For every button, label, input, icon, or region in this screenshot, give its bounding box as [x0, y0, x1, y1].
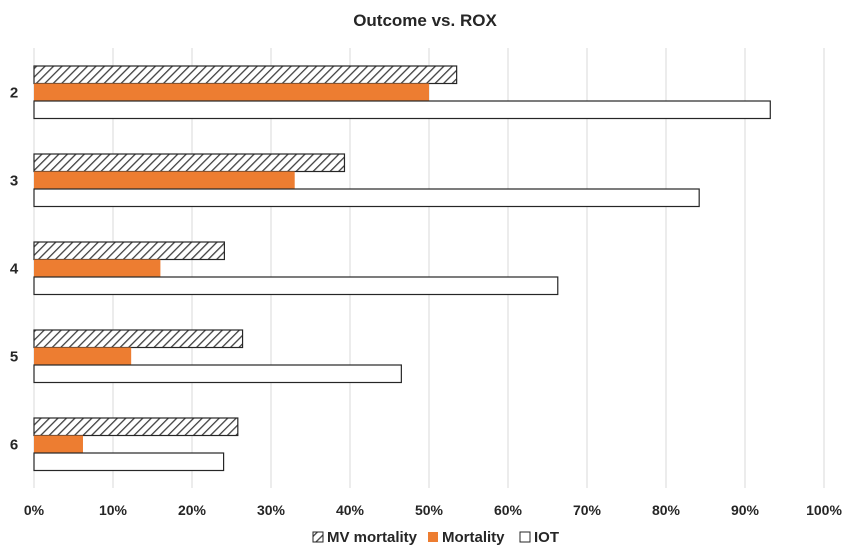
bar-iot: [33, 452, 225, 472]
y-axis-categories: 2 3 4 5 6: [10, 84, 19, 453]
y-category-label: 2: [10, 84, 18, 101]
y-category-label: 3: [10, 172, 18, 189]
bars: [33, 65, 771, 472]
legend-swatch-iot: [519, 531, 531, 543]
bar-mv-mortality: [33, 329, 244, 349]
bar-mortality: [34, 435, 83, 453]
bar-iot: [33, 364, 402, 384]
x-tick-label: 100%: [806, 502, 842, 518]
y-category-label: 5: [10, 348, 18, 365]
bar-mv-mortality: [33, 417, 239, 437]
y-category-label: 4: [10, 260, 19, 277]
y-category-label: 6: [10, 436, 18, 453]
bar-mv-mortality: [33, 153, 346, 173]
bar-mv-mortality: [33, 65, 458, 85]
bar-iot: [33, 100, 771, 120]
bar-mortality: [34, 83, 429, 101]
x-tick-label: 0%: [24, 502, 45, 518]
x-tick-label: 80%: [652, 502, 681, 518]
x-tick-label: 10%: [99, 502, 128, 518]
x-tick-label: 60%: [494, 502, 523, 518]
bar-mortality: [34, 347, 132, 365]
x-tick-label: 50%: [415, 502, 444, 518]
legend-swatch-mv-mortality: [312, 531, 324, 543]
x-tick-label: 40%: [336, 502, 365, 518]
x-tick-label: 20%: [178, 502, 207, 518]
legend-swatch-mortality: [428, 532, 438, 542]
bar-iot: [33, 276, 559, 296]
bar-mv-mortality: [33, 241, 225, 261]
bar-mortality: [34, 259, 161, 277]
x-tick-label: 90%: [731, 502, 760, 518]
x-axis-ticks: 0% 10% 20% 30% 40% 50% 60% 70% 80% 90% 100%: [24, 502, 843, 518]
x-tick-label: 30%: [257, 502, 286, 518]
x-tick-label: 70%: [573, 502, 602, 518]
bar-iot: [33, 188, 700, 208]
legend-label-mortality: Mortality: [442, 529, 505, 546]
bar-mortality: [34, 171, 295, 189]
legend-label-mv-mortality: MV mortality: [327, 529, 418, 546]
chart-title: Outcome vs. ROX: [353, 11, 497, 30]
legend-label-iot: IOT: [534, 529, 559, 546]
legend: MV mortality Mortality IOT: [312, 529, 559, 546]
gridlines: [33, 48, 825, 488]
